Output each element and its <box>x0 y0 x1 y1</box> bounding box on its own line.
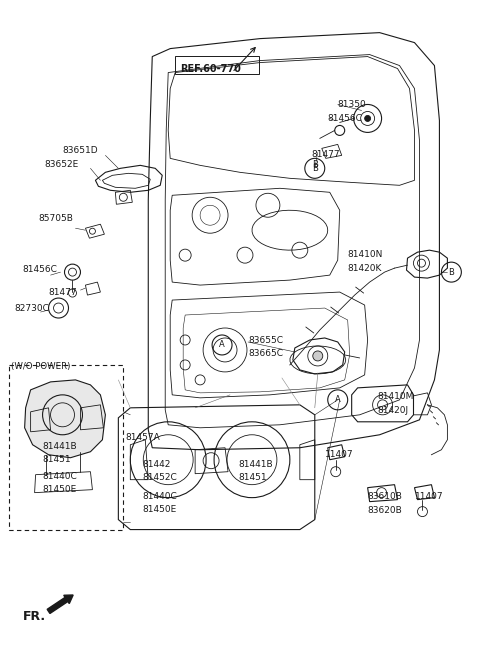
Text: 81451: 81451 <box>238 473 266 482</box>
Text: 81450E: 81450E <box>142 504 177 514</box>
Text: 81410N: 81410N <box>348 250 383 259</box>
Text: 81441B: 81441B <box>238 460 273 469</box>
Text: 83651D: 83651D <box>62 146 98 155</box>
Circle shape <box>313 351 323 361</box>
FancyBboxPatch shape <box>175 56 259 73</box>
Text: B: B <box>448 268 455 277</box>
Text: 81450E: 81450E <box>43 485 77 494</box>
Text: 82730C: 82730C <box>15 304 49 313</box>
Text: 81477: 81477 <box>312 150 340 159</box>
Polygon shape <box>24 380 106 458</box>
Text: 81452C: 81452C <box>142 473 177 482</box>
Text: 83655C: 83655C <box>248 336 283 345</box>
Text: REF.60-770: REF.60-770 <box>180 64 241 73</box>
Text: 81456C: 81456C <box>23 265 58 274</box>
Text: 81440C: 81440C <box>43 472 77 481</box>
Text: 81410M: 81410M <box>378 392 414 401</box>
Text: 81420K: 81420K <box>348 264 382 273</box>
Text: 81451: 81451 <box>43 455 71 464</box>
Text: A: A <box>335 396 341 404</box>
FancyBboxPatch shape <box>9 365 123 529</box>
FancyArrow shape <box>47 595 73 613</box>
Text: 81350: 81350 <box>338 100 366 110</box>
Text: (W/O POWER): (W/O POWER) <box>11 362 70 371</box>
Text: 81441B: 81441B <box>43 441 77 451</box>
Text: A: A <box>219 340 225 350</box>
Text: 81442: 81442 <box>142 460 171 469</box>
Text: B: B <box>312 160 318 169</box>
Text: 81477: 81477 <box>48 288 77 297</box>
Text: 81420J: 81420J <box>378 406 409 415</box>
Text: 11407: 11407 <box>325 450 353 459</box>
Text: B: B <box>312 164 318 173</box>
Text: 83620B: 83620B <box>368 506 402 514</box>
Text: 81440C: 81440C <box>142 491 177 501</box>
Text: 81457A: 81457A <box>125 433 160 441</box>
Circle shape <box>365 115 371 121</box>
Text: 11407: 11407 <box>415 491 443 501</box>
Text: 83665C: 83665C <box>248 349 283 358</box>
Text: 85705B: 85705B <box>38 215 73 223</box>
Text: FR.: FR. <box>23 610 46 623</box>
Text: 81456C: 81456C <box>328 114 362 123</box>
Text: 83652E: 83652E <box>45 160 79 169</box>
Text: 83610B: 83610B <box>368 491 403 501</box>
